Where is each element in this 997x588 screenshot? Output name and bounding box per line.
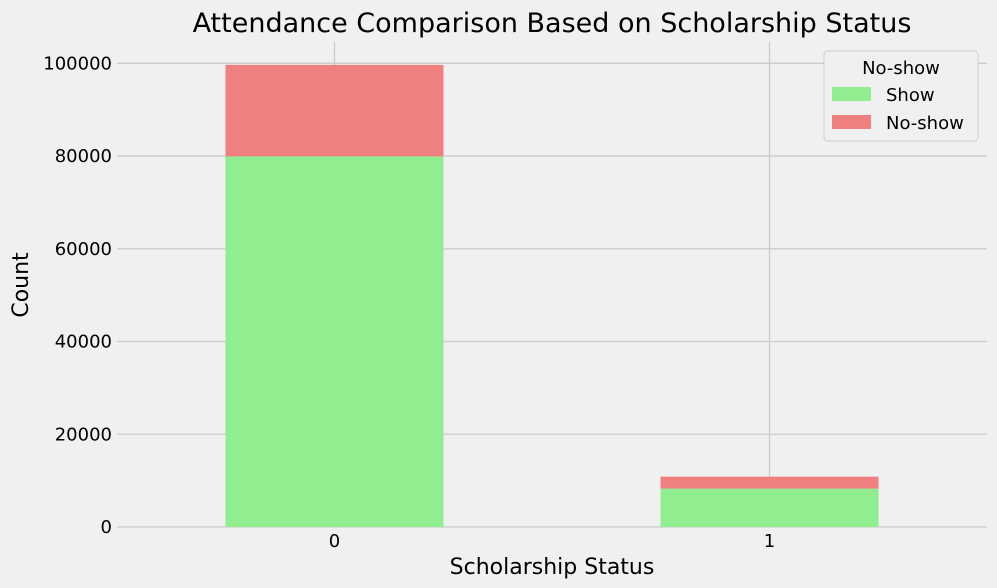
x-tick-label: 1 (764, 531, 775, 552)
bar-no-show-1 (660, 476, 879, 489)
y-ticks: 0 20000 40000 60000 80000 100000 (43, 53, 112, 538)
x-tick-label: 0 (329, 531, 340, 552)
y-axis-label: Count (9, 252, 34, 318)
bar-show-0 (225, 156, 444, 527)
bars (225, 64, 879, 527)
x-axis-label: Scholarship Status (450, 555, 655, 580)
legend-label: Show (886, 85, 935, 106)
y-tick-label: 60000 (55, 239, 112, 260)
legend-items: Show No-show (832, 85, 964, 134)
chart-title: Attendance Comparison Based on Scholarsh… (193, 8, 912, 39)
y-tick-label: 100000 (43, 53, 112, 74)
bar-no-show-0 (225, 64, 444, 157)
y-tick-label: 0 (101, 517, 112, 538)
legend-swatch (832, 87, 871, 101)
legend: No-show Show No-show (823, 50, 979, 142)
legend-swatch (832, 115, 871, 129)
bar-show-1 (660, 488, 879, 527)
legend-title: No-show (862, 58, 940, 79)
y-tick-label: 80000 (55, 146, 112, 167)
y-tick-label: 40000 (55, 332, 112, 353)
legend-label: No-show (886, 113, 964, 134)
y-tick-label: 20000 (55, 424, 112, 445)
